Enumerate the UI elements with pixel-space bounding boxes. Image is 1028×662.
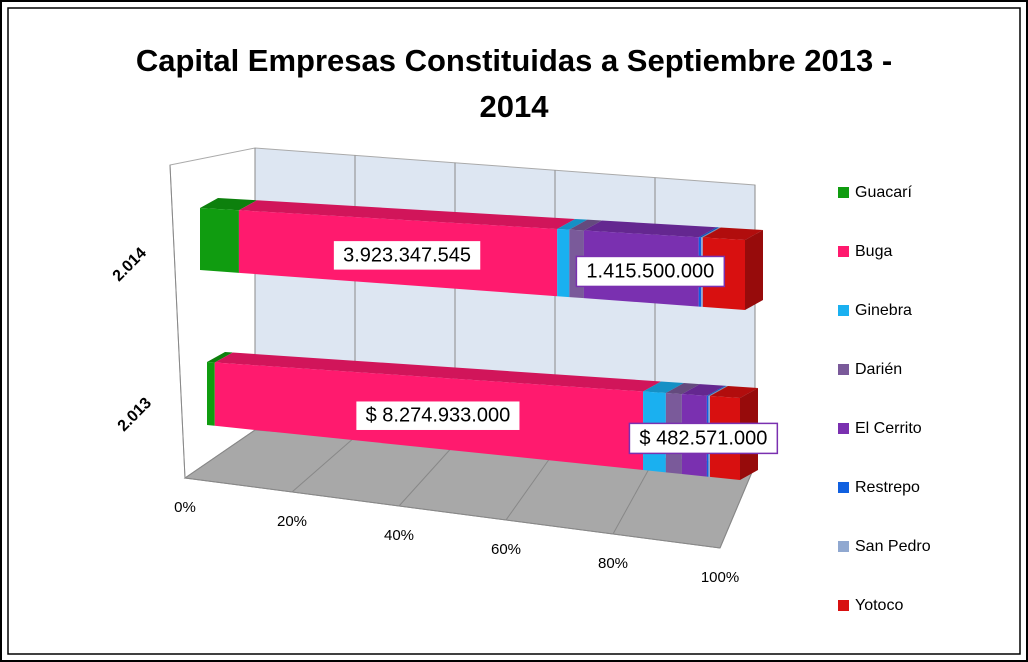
legend-label: San Pedro — [855, 538, 931, 555]
legend-swatch — [838, 423, 849, 434]
bar-top — [207, 352, 233, 363]
legend-label: Ginebra — [855, 302, 912, 319]
legend-swatch — [838, 482, 849, 493]
legend-swatch — [838, 364, 849, 375]
bar-top — [698, 227, 720, 238]
bar-top — [702, 227, 763, 240]
y-tick-label: 2.013 — [115, 395, 155, 435]
legend-label: El Cerrito — [855, 420, 922, 437]
data-label-text: $ 482.571.000 — [639, 427, 767, 449]
bar-top — [569, 219, 602, 231]
data-label: 3.923.347.545 — [332, 239, 482, 272]
category-axis — [169, 164, 186, 479]
bar-top — [238, 200, 576, 229]
legend-swatch — [838, 541, 849, 552]
x-tick-label: 60% — [491, 541, 521, 558]
value-axis — [184, 477, 721, 549]
bar-top — [665, 382, 700, 395]
bar-top — [706, 385, 727, 396]
x-tick-label: 100% — [701, 569, 739, 586]
bar-front — [200, 208, 239, 273]
floor-grid-line — [612, 457, 656, 535]
legend-label: Buga — [855, 243, 892, 260]
bar-top — [701, 227, 721, 238]
bar-top — [200, 198, 257, 211]
floor-grid-line — [291, 436, 356, 493]
bar-segment — [207, 352, 233, 426]
legend-swatch — [838, 187, 849, 198]
bar-top — [214, 352, 662, 392]
data-label-box — [354, 399, 521, 432]
chart-title: Capital Empresas Constituidas a Septiemb… — [135, 43, 893, 124]
floor-grid-line — [505, 450, 556, 521]
y-tick-label: 2.014 — [110, 245, 150, 285]
data-label-box — [628, 422, 779, 455]
legend-swatch — [838, 305, 849, 316]
data-label-box — [575, 255, 726, 288]
data-label-text: $ 8.274.933.000 — [366, 405, 511, 427]
bar-front — [207, 362, 215, 426]
data-label-box — [332, 239, 482, 272]
legend-label: Yotoco — [855, 597, 903, 614]
bar-top — [643, 381, 684, 393]
bar-segment — [557, 218, 588, 298]
bar-top — [709, 385, 758, 398]
inner-frame — [7, 7, 1021, 655]
legend-label: Darién — [855, 361, 902, 378]
legend-swatch — [838, 600, 849, 611]
bar-end — [745, 230, 763, 310]
x-tick-label: 40% — [384, 527, 414, 544]
x-tick-label: 0% — [174, 499, 196, 516]
legend-label: Guacarí — [855, 184, 912, 201]
bar-top — [708, 385, 728, 396]
bar-segment — [200, 198, 257, 273]
bar-top — [557, 218, 588, 230]
floor-grid-line — [398, 443, 456, 507]
data-label-text: 3.923.347.545 — [343, 244, 471, 266]
bar-front — [557, 228, 570, 298]
floor-grid-line — [719, 464, 756, 549]
x-tick-label: 80% — [598, 555, 628, 572]
bar-top — [681, 384, 725, 396]
legend-label: Restrepo — [855, 479, 920, 496]
data-label: $ 8.274.933.000 — [354, 399, 521, 432]
legend-swatch — [838, 246, 849, 257]
floor-grid-line — [184, 429, 256, 479]
data-label: 1.415.500.000 — [575, 255, 726, 288]
data-label: $ 482.571.000 — [628, 422, 779, 455]
data-label-text: 1.415.500.000 — [586, 260, 714, 282]
x-tick-label: 20% — [277, 513, 307, 530]
bar-top — [583, 220, 717, 238]
